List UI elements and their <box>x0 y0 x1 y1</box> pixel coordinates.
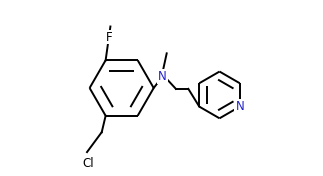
Text: F: F <box>106 31 113 44</box>
Text: N: N <box>158 70 167 83</box>
Text: Cl: Cl <box>83 157 94 170</box>
Text: N: N <box>235 100 244 113</box>
